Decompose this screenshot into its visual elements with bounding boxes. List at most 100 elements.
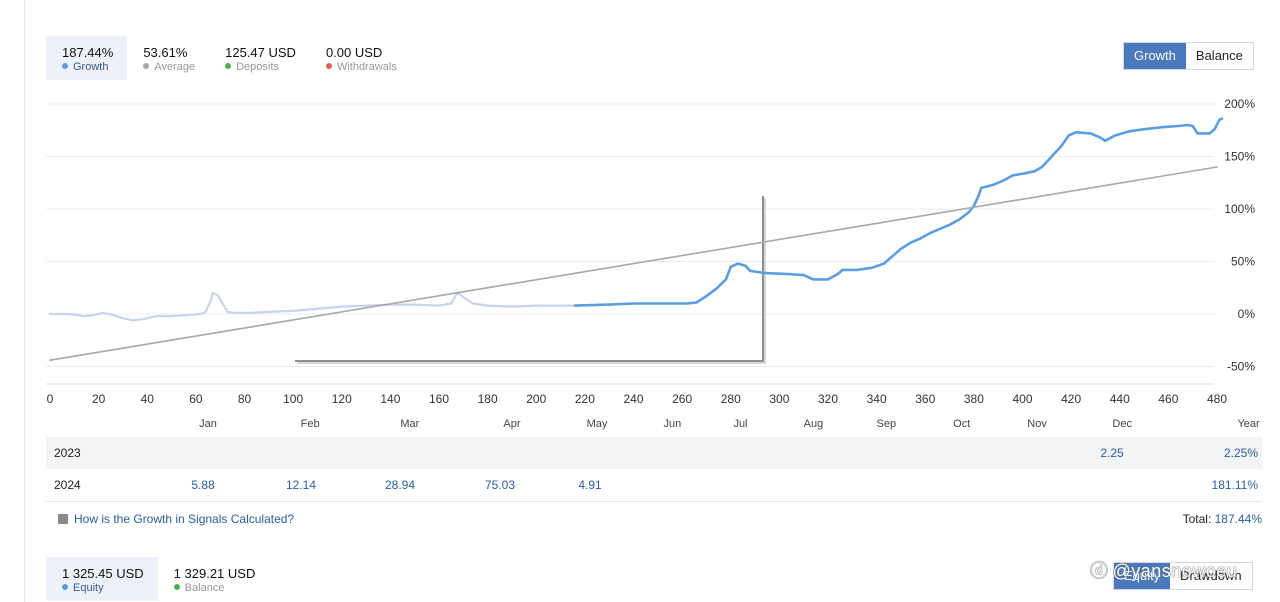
growth-button[interactable]: Growth	[1124, 43, 1186, 69]
x-tick-label: 40	[141, 392, 155, 406]
stat-equity-value: 1 325.45 USD	[62, 566, 144, 581]
legend-dot-icon	[173, 584, 180, 590]
month-growth-cell: 4.91	[578, 478, 602, 492]
social-logo-icon: ⓓ	[1090, 561, 1109, 581]
month-growth-cell: 28.94	[384, 478, 416, 492]
chart-mode-toggle: Growth Balance	[1123, 42, 1254, 70]
equity-stats: 1 325.45 USD Equity 1 329.21 USD Balance	[46, 557, 269, 602]
watermark-text: @yansnowoeu	[1112, 561, 1238, 581]
stat-balance[interactable]: 1 329.21 USD Balance	[158, 557, 270, 601]
x-tick-label: 420	[1061, 392, 1081, 406]
stat-withdrawals-label: Withdrawals	[336, 61, 397, 73]
stat-deposits[interactable]: 125.47 USD Deposits	[209, 36, 310, 80]
month-label: Oct	[953, 418, 970, 430]
stat-equity[interactable]: 1 325.45 USD Equity	[46, 557, 158, 601]
legend-dot-icon	[62, 584, 68, 590]
table-row: 2023 2.25% 2.25	[46, 437, 1262, 469]
month-label: Feb	[301, 418, 320, 430]
month-label: Mar	[400, 418, 419, 430]
x-tick-label: 340	[867, 392, 887, 406]
growth-chart: 200% 150% 100% 50% 0% -50% 0 20 40 60 80 100 120 140 1…	[46, 97, 1260, 430]
annotation-line	[295, 196, 764, 362]
month-growth-cell: 75.03	[484, 478, 516, 492]
y-tick-label: 50%	[1231, 255, 1255, 269]
month-label: May	[587, 418, 608, 430]
stat-growth-label: Growth	[73, 61, 109, 73]
y-tick-label: -50%	[1227, 360, 1255, 374]
month-label: Jan	[199, 418, 217, 430]
stat-average-value: 53.61%	[143, 45, 188, 60]
question-icon	[58, 514, 68, 524]
x-tick-label: 280	[721, 392, 741, 406]
equity-button[interactable]: Equity	[1114, 563, 1171, 589]
month-label: Jul	[733, 418, 747, 430]
balance-button[interactable]: Balance	[1185, 43, 1253, 69]
total-growth: Total: 187.44%	[1183, 512, 1262, 526]
total-label: Total:	[1182, 512, 1212, 526]
summary-stats: 187.44% Growth 53.61% Average 125.47 USD…	[46, 36, 411, 80]
growth-series-line	[573, 117, 1224, 307]
stat-withdrawals-value: 0.00 USD	[325, 45, 383, 60]
annotation-shadow	[297, 198, 766, 364]
x-tick-label: 180	[478, 392, 498, 406]
stat-deposits-label: Deposits	[236, 61, 279, 73]
equity-mode-toggle: Equity Drawdown	[1113, 562, 1253, 590]
stat-balance-value: 1 329.21 USD	[173, 566, 256, 581]
month-label: Nov	[1027, 418, 1047, 430]
x-tick-label: 360	[915, 392, 935, 406]
drawdown-button[interactable]: Drawdown	[1170, 563, 1252, 589]
month-label: Jun	[664, 418, 682, 430]
total-value: 187.44%	[1214, 512, 1262, 526]
stat-balance-label: Balance	[184, 582, 225, 594]
x-tick-label: 20	[92, 392, 106, 406]
divider	[46, 501, 1262, 502]
month-label: Dec	[1112, 418, 1132, 430]
x-tick-label: 120	[332, 392, 352, 406]
table-row: 2024 181.11% 5.88 12.14 28.94 75.03 4.91	[46, 469, 1262, 501]
stat-average-label: Average	[154, 61, 196, 73]
x-tick-label: 100	[283, 392, 303, 406]
x-tick-label: 80	[238, 392, 252, 406]
y-tick-label: 100%	[1224, 202, 1255, 216]
stat-withdrawals[interactable]: 0.00 USD Withdrawals	[310, 36, 411, 80]
month-growth-cell: 5.88	[191, 478, 215, 492]
x-tick-label: 400	[1012, 392, 1032, 406]
year-label: 2024	[54, 478, 81, 492]
x-tick-label: 240	[623, 392, 643, 406]
trend-line	[49, 166, 1218, 362]
month-growth-cell: 2.25	[1100, 446, 1124, 460]
monthly-growth-table: 2023 2.25% 2.25 2024 181.11% 5.88 12.14 28…	[46, 437, 1262, 501]
stat-deposits-value: 125.47 USD	[225, 45, 296, 60]
growth-help-link[interactable]: How is the Growth in Signals Calculated?	[58, 512, 294, 526]
stat-growth[interactable]: 187.44% Growth	[46, 36, 128, 80]
legend-dot-icon	[325, 63, 332, 69]
stat-growth-value: 187.44%	[62, 45, 114, 60]
stat-equity-label: Equity	[73, 582, 104, 594]
x-tick-label: 480	[1207, 392, 1227, 406]
y-tick-label: 150%	[1224, 150, 1255, 164]
legend-dot-icon	[225, 63, 232, 69]
left-border	[24, 0, 25, 602]
help-link-text: How is the Growth in Signals Calculated?	[74, 512, 295, 526]
legend-dot-icon	[143, 63, 150, 69]
x-tick-label: 0	[47, 392, 54, 406]
month-label: Year	[1237, 418, 1260, 430]
month-label: Apr	[503, 418, 520, 430]
x-tick-label: 320	[818, 392, 838, 406]
x-tick-label: 380	[964, 392, 984, 406]
x-tick-label: 300	[769, 392, 789, 406]
y-tick-label: 0%	[1238, 307, 1256, 321]
month-label: Aug	[804, 418, 824, 430]
legend-dot-icon	[62, 63, 68, 69]
month-growth-cell: 12.14	[285, 478, 317, 492]
year-total: 181.11%	[1211, 478, 1258, 492]
x-tick-label: 260	[672, 392, 692, 406]
stat-average[interactable]: 53.61% Average	[127, 36, 209, 80]
x-tick-label: 200	[526, 392, 546, 406]
year-label: 2023	[54, 446, 81, 460]
x-tick-label: 140	[380, 392, 400, 406]
x-tick-label: 220	[575, 392, 595, 406]
watermark: ⓓ @yansnowoeu	[1090, 557, 1237, 583]
x-tick-label: 60	[189, 392, 203, 406]
x-tick-label: 460	[1158, 392, 1178, 406]
